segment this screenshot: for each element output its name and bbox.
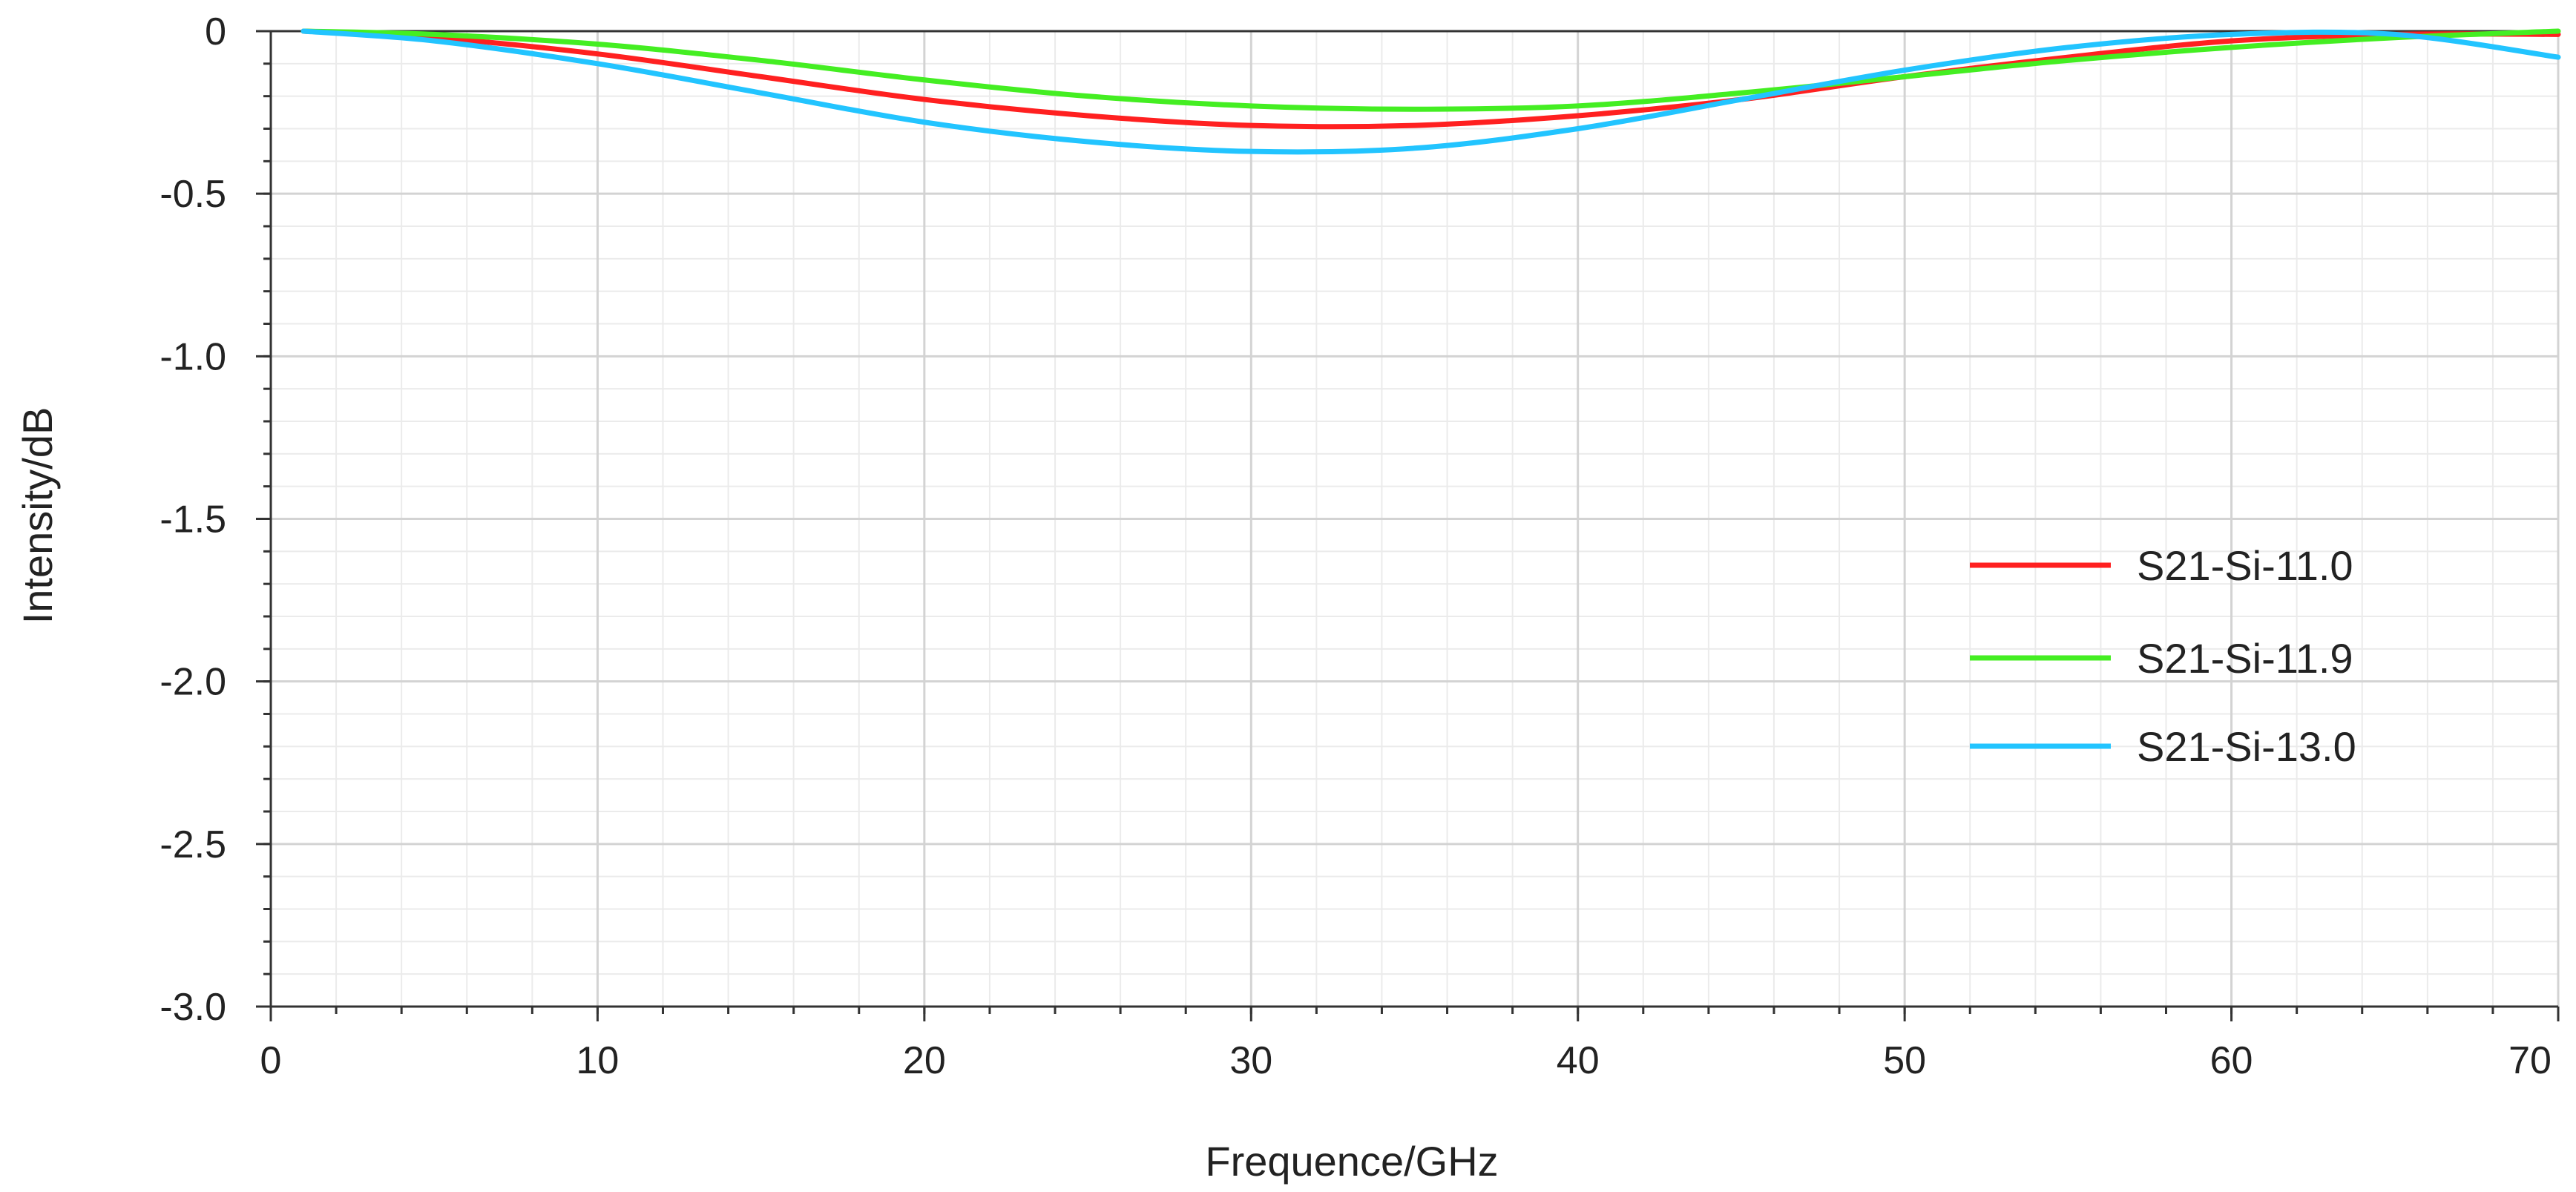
x-tick-label: 10 [576, 1039, 620, 1082]
series-line-1 [300, 28, 2561, 130]
x-tick-label: 70 [2508, 1039, 2552, 1082]
x-tick-label: 20 [903, 1039, 946, 1082]
y-tick-label: -1.0 [160, 335, 226, 378]
x-tick-label: 60 [2210, 1039, 2253, 1082]
legend-label-3: S21-Si-13.0 [2137, 723, 2356, 770]
tick-labels: 0 10 20 30 40 50 60 70 0 -0.5 -1.0 -1.5 -2.0 -2.5 -3.0 [160, 10, 2552, 1082]
legend-label-1: S21-Si-11.0 [2137, 542, 2353, 589]
y-tick-label: -0.5 [160, 173, 226, 216]
y-tick-label: -2.0 [160, 661, 226, 704]
legend-label-2: S21-Si-11.9 [2137, 635, 2353, 682]
series-line-2 [300, 28, 2561, 112]
series-line-3 [300, 28, 2561, 155]
axes-layer [256, 30, 2560, 1021]
y-tick-label: -3.0 [160, 986, 226, 1029]
grid-layer [269, 30, 2560, 1008]
y-tick-label: 0 [205, 10, 226, 53]
y-tick-label: -2.5 [160, 823, 226, 866]
x-tick-label: 30 [1229, 1039, 1272, 1082]
x-tick-label: 50 [1883, 1039, 1926, 1082]
x-tick-label: 40 [1557, 1039, 1600, 1082]
x-tick-label: 0 [260, 1039, 282, 1082]
y-axis-title: Intensity/dB [14, 407, 61, 625]
x-axis-title: Frequence/GHz [1205, 1138, 1498, 1185]
series-lines [300, 28, 2561, 155]
y-tick-label: -1.5 [160, 498, 226, 541]
legend: S21-Si-11.0 S21-Si-11.9 S21-Si-13.0 [1970, 542, 2356, 770]
